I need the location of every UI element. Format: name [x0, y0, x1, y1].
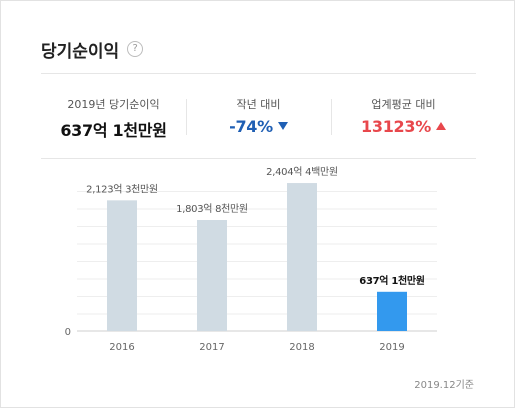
summary-row: 2019년 당기순이익 637억 1천만원 작년 대비 -74% 업계평균 대비…	[41, 93, 476, 145]
data-label-2017: 1,803억 8천만원	[176, 203, 248, 215]
triangle-down-icon	[277, 122, 288, 130]
basis-date-note: 2019.12기준	[414, 380, 474, 391]
card-header: 당기순이익 ?	[41, 37, 144, 62]
net-income-bar-chart: 0 2,123억 3천만원 2016 1,803억 8천만원 2017 2,404억 4백…	[65, 166, 437, 353]
data-label-2018: 2,404억 4백만원	[266, 166, 338, 178]
data-label-2016: 2,123억 3천만원	[86, 183, 158, 195]
data-label-2019: 637억 1천만원	[359, 274, 425, 287]
bar-2017	[197, 219, 227, 331]
summary-industry: 업계평균 대비 13123%	[331, 93, 476, 145]
y-tick-label: 0	[65, 327, 71, 338]
summary-industry-label: 업계평균 대비	[371, 98, 436, 111]
question-circle-icon[interactable]: ?	[127, 41, 144, 57]
header-divider	[41, 73, 476, 74]
summary-yoy-label: 작년 대비	[236, 98, 281, 111]
summary-yoy-value-wrap: -74%	[186, 117, 331, 136]
bar-2018	[287, 183, 317, 331]
bar-2016	[107, 200, 137, 331]
bar-2019	[377, 291, 407, 331]
x-tick-label-2019: 2019	[379, 342, 404, 353]
summary-yoy: 작년 대비 -74%	[186, 93, 331, 145]
summary-industry-value: 13123%	[361, 117, 431, 136]
x-tick-label-2017: 2017	[199, 342, 224, 353]
x-tick-label-2016: 2016	[109, 342, 134, 353]
triangle-up-icon	[435, 122, 446, 130]
summary-industry-value-wrap: 13123%	[331, 117, 476, 136]
summary-yoy-value: -74%	[229, 117, 273, 136]
card-title: 당기순이익	[41, 41, 120, 62]
summary-current-label: 2019년 당기순이익	[67, 98, 160, 111]
summary-current-value: 637억 1천만원	[60, 121, 167, 140]
summary-divider	[41, 158, 476, 159]
x-tick-label-2018: 2018	[289, 342, 314, 353]
summary-current: 2019년 당기순이익 637억 1천만원	[41, 93, 186, 145]
